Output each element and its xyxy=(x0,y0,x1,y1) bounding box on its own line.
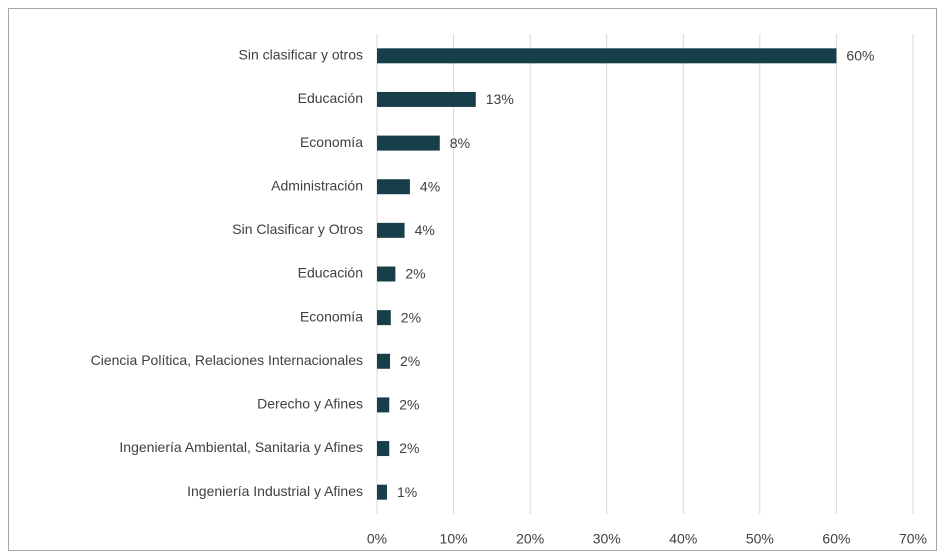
y-tick-label: Economía xyxy=(300,308,363,324)
bar xyxy=(377,179,410,195)
bar xyxy=(377,310,391,326)
y-tick-label: Derecho y Afines xyxy=(257,396,363,412)
value-label: 60% xyxy=(846,48,874,64)
x-tick-label: 50% xyxy=(746,531,774,547)
value-label: 13% xyxy=(486,91,514,107)
y-tick-label: Educación xyxy=(298,90,363,106)
y-tick-label: Sin Clasificar y Otros xyxy=(232,221,363,237)
bar xyxy=(377,48,837,64)
value-label: 4% xyxy=(420,178,440,194)
y-tick-label: Ingeniería Ambiental, Sanitaria y Afines xyxy=(119,439,363,455)
y-tick-label: Ingeniería Industrial y Afines xyxy=(187,483,363,499)
bar xyxy=(377,266,396,282)
x-tick-label: 70% xyxy=(899,531,927,547)
bar xyxy=(377,135,440,151)
x-tick-label: 0% xyxy=(367,531,387,547)
chart-frame xyxy=(8,8,937,551)
y-tick-label: Ciencia Política, Relaciones Internacion… xyxy=(91,352,363,368)
y-tick-label: Economía xyxy=(300,134,363,150)
y-tick-label: Sin clasificar y otros xyxy=(239,47,363,63)
value-label: 2% xyxy=(401,309,421,325)
value-label: 2% xyxy=(400,353,420,369)
value-label: 2% xyxy=(399,440,419,456)
x-tick-label: 20% xyxy=(516,531,544,547)
bar xyxy=(377,397,390,413)
bar xyxy=(377,91,476,107)
x-tick-label: 60% xyxy=(822,531,850,547)
value-label: 2% xyxy=(399,397,419,413)
value-label: 8% xyxy=(450,135,470,151)
value-label: 2% xyxy=(405,266,425,282)
bar xyxy=(377,222,405,238)
value-label: 1% xyxy=(397,484,417,500)
y-tick-label: Administración xyxy=(271,177,363,193)
bar xyxy=(377,353,391,369)
x-tick-label: 30% xyxy=(593,531,621,547)
bar xyxy=(377,441,390,457)
value-label: 4% xyxy=(415,222,435,238)
x-tick-label: 10% xyxy=(440,531,468,547)
x-tick-label: 40% xyxy=(669,531,697,547)
y-tick-label: Educación xyxy=(298,265,363,281)
bar xyxy=(377,484,387,500)
